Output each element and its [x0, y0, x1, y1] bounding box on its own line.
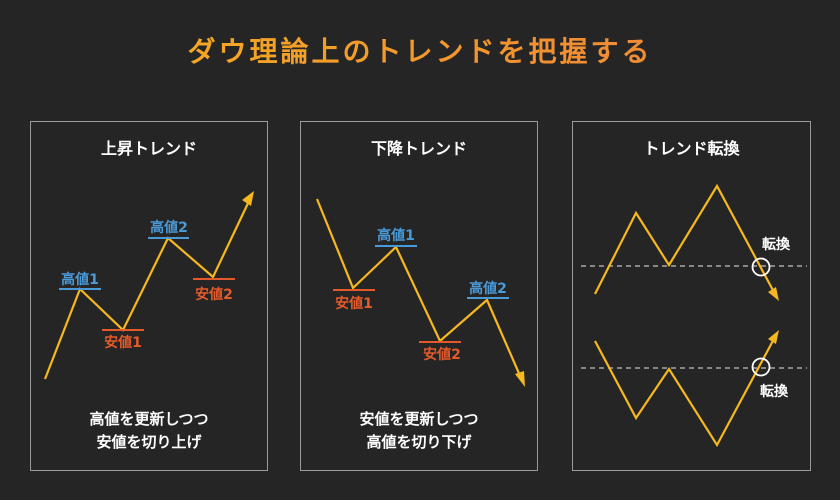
uptrend-caption: 高値を更新しつつ 安値を切り上げ: [31, 408, 267, 454]
reversal-bottom-price-line: [594, 336, 776, 448]
uptrend-caption-line2: 安値を切り上げ: [96, 433, 202, 451]
downtrend-price-line: [315, 198, 523, 379]
downtrend-low2-label: 安値2: [423, 346, 461, 363]
downtrend-panel: 下降トレンド 安値1 高値1 安値2 高値2 安値を更新しつつ 高値を切り下げ: [300, 121, 538, 471]
reversal-top-circle: [751, 257, 771, 277]
downtrend-caption-line2: 高値を切り下げ: [366, 433, 472, 451]
uptrend-chart: 高値1 安値1 高値2 安値2: [43, 191, 254, 380]
uptrend-high1-label: 高値1: [61, 271, 99, 288]
downtrend-arrowhead: [515, 371, 525, 387]
downtrend-high2-label: 高値2: [469, 280, 507, 297]
downtrend-high1-label: 高値1: [377, 227, 415, 244]
downtrend-title: 下降トレンド: [370, 139, 467, 158]
downtrend-caption-line1: 安値を更新しつつ: [359, 410, 479, 428]
reversal-bottom-label: 転換: [760, 383, 789, 400]
downtrend-chart: 安値1 高値1 安値2 高値2: [315, 198, 525, 387]
uptrend-caption-line1: 高値を更新しつつ: [89, 410, 209, 428]
uptrend-low1-label: 安値1: [104, 334, 142, 351]
uptrend-price-line: [43, 198, 251, 380]
reversal-top-price-line: [594, 183, 776, 295]
uptrend-low2-label: 安値2: [195, 286, 233, 303]
uptrend-arrowhead: [242, 191, 254, 206]
downtrend-caption: 安値を更新しつつ 高値を切り下げ: [301, 408, 537, 454]
reversal-panel: トレンド転換 転換 転換: [572, 121, 811, 471]
uptrend-title: 上昇トレンド: [100, 139, 197, 158]
reversal-title: トレンド転換: [643, 139, 740, 158]
reversal-top-label: 転換: [762, 236, 791, 253]
reversal-bottom-arrowhead: [768, 330, 779, 344]
uptrend-panel: 上昇トレンド 高値1 安値1 高値2 安値2 高値を更新しつつ 安値を切り上げ: [30, 121, 268, 471]
reversal-bottom-circle: [751, 357, 771, 377]
reversal-top-arrowhead: [768, 287, 779, 301]
page-title: ダウ理論上のトレンドを把握する: [0, 30, 840, 70]
uptrend-high2-label: 高値2: [150, 219, 188, 236]
reversal-chart: 転換 転換: [581, 183, 807, 448]
downtrend-low1-label: 安値1: [335, 295, 373, 312]
